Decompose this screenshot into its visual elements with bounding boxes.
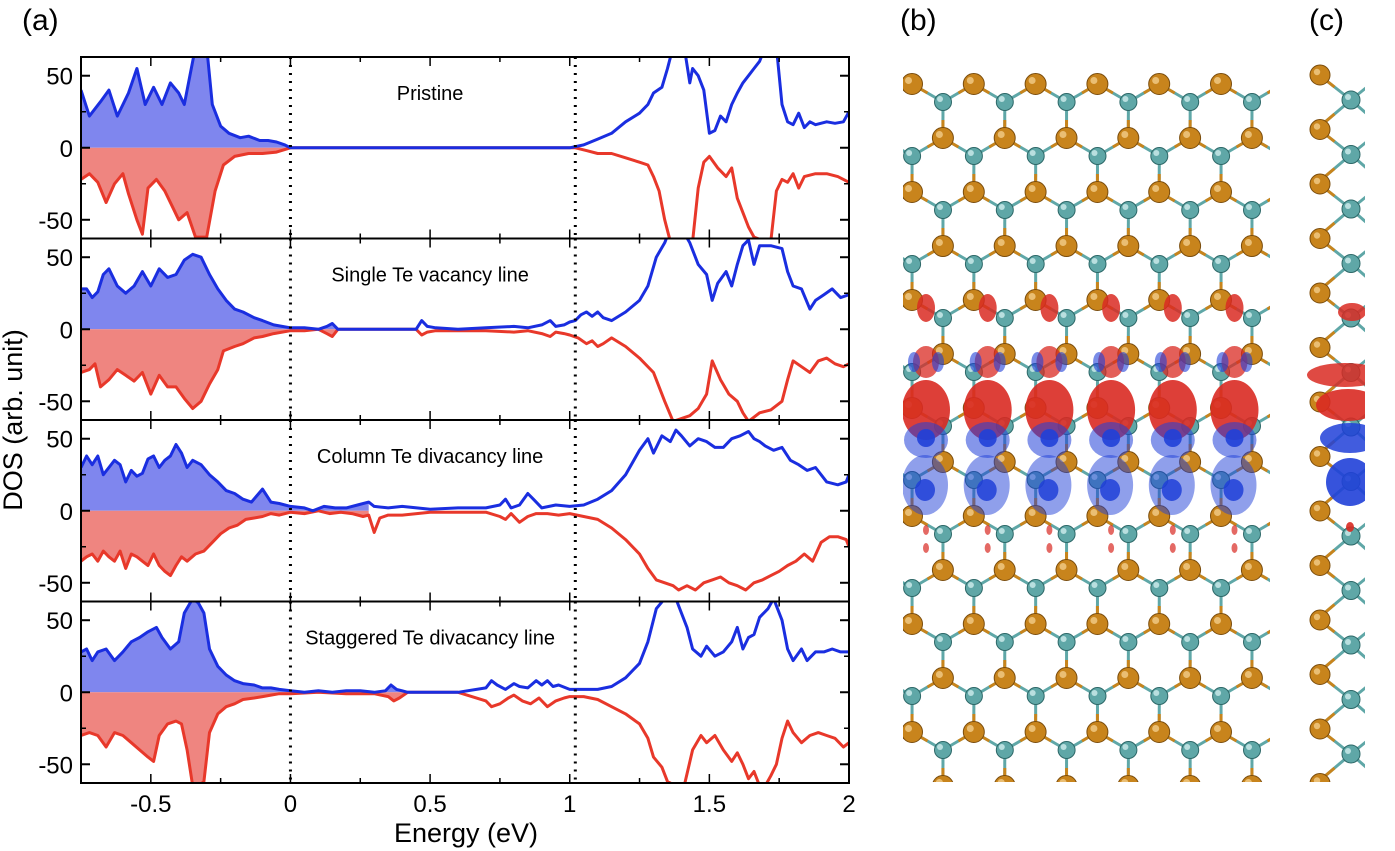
dos-panel-1: 50 0 -50 Pristine: [38, 56, 850, 240]
y-tick-label: 0: [60, 136, 73, 163]
y-tick-label: -50: [38, 571, 73, 598]
spin-up-fill: [81, 601, 408, 693]
structure-side-view: [1307, 64, 1365, 782]
y-tick-label: 50: [46, 608, 73, 635]
side-atoms: [1309, 64, 1361, 782]
panel-label-a: (a): [22, 4, 59, 37]
dos-panel-2: 50 0 -50 Single Te vacancy line: [38, 237, 850, 421]
y-tick-label: -50: [38, 389, 73, 416]
panel-title: Column Te divacancy line: [317, 446, 543, 468]
x-axis-label: Energy (eV): [394, 818, 538, 848]
spin-down-fill: [81, 692, 408, 783]
dos-panel-4: 50 0 -50 Staggered Te divacancy line: [38, 600, 850, 784]
spin-up-fill: [81, 254, 347, 330]
y-tick-label: 50: [46, 64, 73, 91]
y-tick-label: -50: [38, 208, 73, 235]
dos-panel-3: 50 0 -50 Column Te divacancy line: [38, 419, 850, 603]
x-tick-label: -0.5: [130, 791, 171, 818]
x-tick-label: 0: [284, 791, 297, 818]
spin-down-fill: [81, 510, 369, 576]
panel-title: Staggered Te divacancy line: [305, 628, 555, 650]
panel-label-b: (b): [900, 4, 937, 37]
spin-down-line: [81, 509, 849, 592]
spin-down-fill: [81, 329, 347, 409]
dos-chart: 50 0 -50 Pristine 50 0 -50 Single Te vacancy li…: [38, 56, 856, 818]
x-tick-label: 2: [842, 791, 855, 818]
x-tick-label: 1.5: [693, 791, 726, 818]
spin-up-fill: [81, 57, 319, 148]
spin-up-line: [81, 238, 849, 331]
y-tick-label: 0: [60, 499, 73, 526]
panel-title: Pristine: [397, 83, 464, 105]
spin-up-line: [81, 601, 849, 694]
spin-down-line: [81, 690, 849, 783]
y-tick-label: 50: [46, 245, 73, 272]
side-charge-density: [1307, 303, 1365, 532]
y-axis-label: DOS (arb. unit): [0, 329, 28, 511]
y-tick-label: -50: [38, 752, 73, 779]
spin-up-line: [81, 428, 849, 513]
panel-title: Single Te vacancy line: [331, 265, 529, 287]
panel-label-c: (c): [1309, 4, 1344, 37]
spin-up-fill: [81, 444, 369, 511]
charge-density-isosurface: [903, 294, 1259, 553]
spin-up-line: [81, 57, 849, 150]
spin-down-line: [81, 146, 849, 239]
structure-top-view: [903, 73, 1270, 782]
x-tick-label: 1: [563, 791, 576, 818]
x-tick-label: 0.5: [413, 791, 446, 818]
y-tick-label: 0: [60, 317, 73, 344]
y-tick-label: 50: [46, 427, 73, 454]
y-tick-label: 0: [60, 680, 73, 707]
spin-down-line: [81, 327, 849, 420]
spin-down-fill: [81, 147, 319, 238]
